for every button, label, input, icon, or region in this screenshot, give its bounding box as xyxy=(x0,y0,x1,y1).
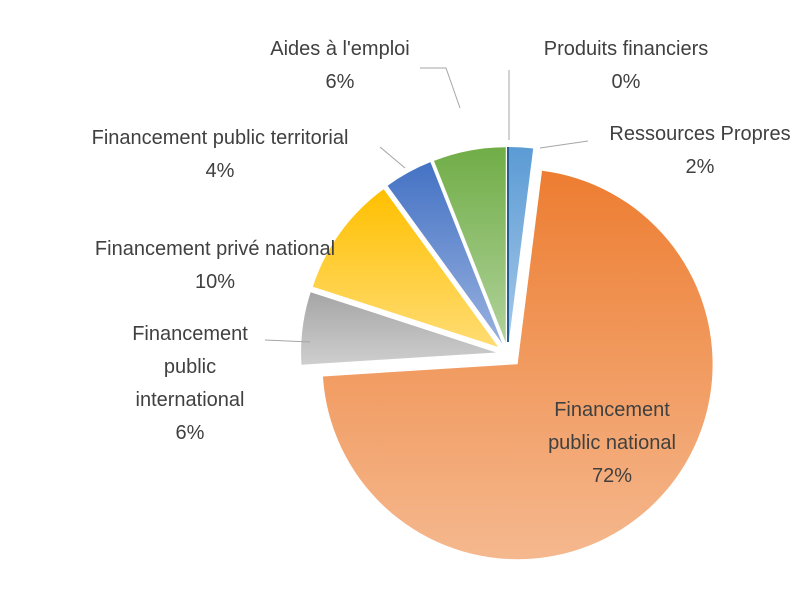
category-label: Aides à l'emploi xyxy=(270,38,410,60)
pie-slice xyxy=(312,189,499,347)
leader-line xyxy=(379,146,406,169)
value-label: 2% xyxy=(685,156,715,178)
value-label: 6% xyxy=(175,422,205,444)
slice-label: Ressources Propres 2% xyxy=(585,118,811,184)
pie-slice xyxy=(433,147,506,343)
value-label: 10% xyxy=(194,271,236,293)
slices xyxy=(301,147,713,560)
category-label: Financement public territorial xyxy=(91,127,349,149)
value-label: 72% xyxy=(591,465,633,487)
leader-line xyxy=(420,67,461,109)
slice-label: Produits financiers 0% xyxy=(506,33,746,99)
category-label: Financement public national xyxy=(548,399,676,454)
slice-label: Financement public international 6% xyxy=(110,318,270,450)
leader-line xyxy=(264,339,311,343)
slice-label: Financement privé national 10% xyxy=(55,233,375,299)
slice-label: Financement public territorial 4% xyxy=(40,122,400,188)
category-label: Ressources Propres xyxy=(609,123,791,145)
slice-label: Aides à l'emploi 6% xyxy=(230,33,450,99)
category-label: Financement public international xyxy=(132,323,248,411)
pie-slice xyxy=(301,292,497,365)
category-label: Produits financiers xyxy=(543,38,709,60)
value-label: 4% xyxy=(205,160,235,182)
value-label: 6% xyxy=(325,71,355,93)
pie-slice xyxy=(508,147,534,343)
pie-slice xyxy=(322,170,713,560)
value-label: 0% xyxy=(611,71,641,93)
leader-line xyxy=(539,140,589,149)
slice-label: Financement public national 72% xyxy=(527,394,697,493)
pie-slice xyxy=(387,162,503,344)
category-label: Financement privé national xyxy=(94,238,336,260)
